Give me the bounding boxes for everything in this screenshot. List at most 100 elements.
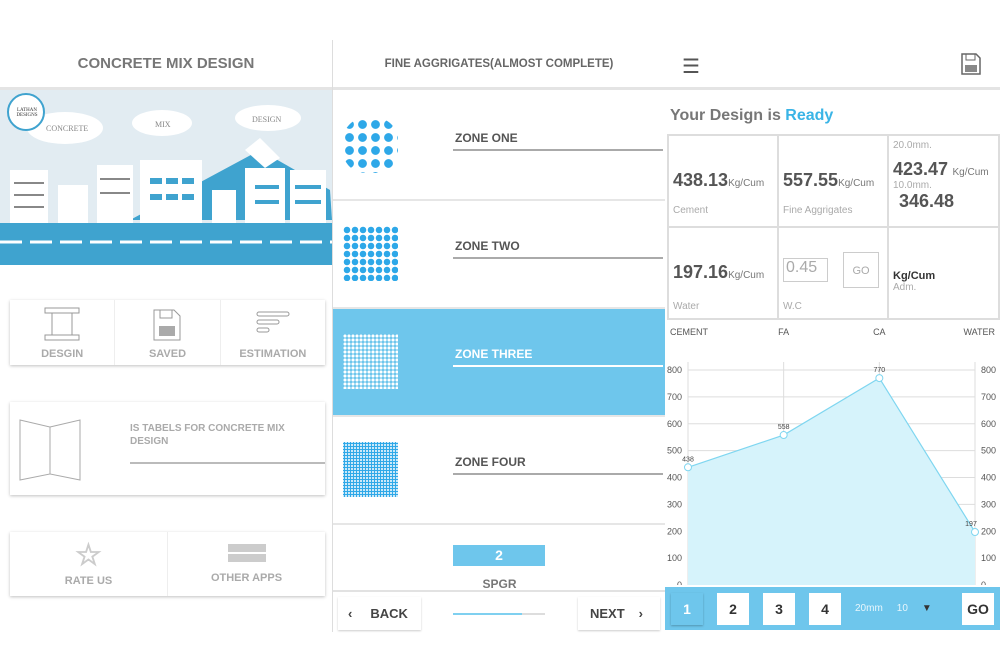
aggregate-icon xyxy=(343,334,398,389)
y-tick-left: 500 xyxy=(667,446,682,456)
design-label: DESGIN xyxy=(41,347,84,360)
y-tick-right: 800 xyxy=(981,365,996,375)
series-line xyxy=(687,377,976,533)
column-icon xyxy=(44,307,80,340)
y-tick-left: 300 xyxy=(667,499,682,509)
other-apps-label: OTHER APPS xyxy=(210,572,283,584)
result-heading: Your Design is Ready xyxy=(670,107,834,124)
y-tick-right: 100 xyxy=(981,553,996,563)
wc-input[interactable]: 0.45 xyxy=(783,258,828,282)
back-button[interactable]: ‹ BACK xyxy=(338,597,421,630)
next-label: NEXT xyxy=(590,606,625,621)
x-tick-label: FA xyxy=(778,327,789,337)
design-button[interactable]: DESGIN xyxy=(10,300,116,365)
zone-four-item[interactable]: ZONE FOUR xyxy=(333,417,666,525)
zone-two-item[interactable]: ZONE TWO xyxy=(333,201,666,309)
chevron-right-icon: › xyxy=(638,606,644,621)
y-tick-right: 600 xyxy=(981,419,996,429)
y-tick-right: 500 xyxy=(981,446,996,456)
zone-label: ZONE FOUR xyxy=(453,455,663,475)
rate-us-button[interactable]: ☆ RATE US xyxy=(10,532,168,596)
data-label: 438 xyxy=(682,456,694,463)
star-icon: ☆ xyxy=(75,539,102,572)
wc-go-button[interactable]: GO xyxy=(843,252,879,288)
bottom-bar: 1 2 3 4 20mm 10 ▼ GO xyxy=(665,587,1000,630)
y-tick-left: 700 xyxy=(667,392,682,402)
zone-label: ZONE THREE xyxy=(453,347,663,367)
aggregate-icon xyxy=(343,442,398,497)
go-button[interactable]: GO xyxy=(962,592,994,625)
screen-title: FINE AGGRIGATES(ALMOST COMPLETE) xyxy=(333,40,665,90)
zone-label: ZONE TWO xyxy=(453,239,663,259)
x-tick-label: CEMENT xyxy=(670,327,709,337)
bottom-menu: ☆ RATE US OTHER APPS xyxy=(10,532,325,596)
fine-aggregates-screen: FINE AGGRIGATES(ALMOST COMPLETE) ZONE ON… xyxy=(332,40,666,632)
result-screen: ☰ Your Design is Ready 438.13Kg/Cum Cemen… xyxy=(665,40,1000,632)
app-title: CONCRETE MIX DESIGN xyxy=(0,40,332,90)
spgr-label: SPGR xyxy=(482,577,517,591)
y-tick-left: 600 xyxy=(667,419,682,429)
rate-us-label: RATE US xyxy=(64,575,113,587)
wc-cell: 0.45 GO W.C xyxy=(778,227,888,319)
size-label: 20mm xyxy=(855,603,883,614)
book-icon xyxy=(19,419,81,481)
y-tick-left: 400 xyxy=(667,473,682,483)
cement-cell: 438.13Kg/Cum Cement xyxy=(668,135,778,227)
y-tick-right: 300 xyxy=(981,499,996,509)
progress-bar xyxy=(453,613,545,615)
toolbar: ☰ xyxy=(665,40,1000,90)
tab-4[interactable]: 4 xyxy=(809,592,841,625)
y-tick-left: 200 xyxy=(667,526,682,536)
data-label: 770 xyxy=(873,367,885,374)
is-tables-label: IS TABELS FOR CONCRETE MIX DESIGN xyxy=(130,422,325,464)
y-tick-left: 100 xyxy=(667,553,682,563)
design-values-chart: 0 0 100 100 200 200 300 300 400 400 500 500 600 600 70… xyxy=(667,327,996,585)
data-label: 197 xyxy=(965,521,977,528)
admixture-cell: Kg/Cum Adm. xyxy=(888,227,999,319)
is-tables-card[interactable]: IS TABELS FOR CONCRETE MIX DESIGN xyxy=(10,402,325,495)
city-illustration xyxy=(0,93,332,265)
aggregate-icon xyxy=(343,226,398,281)
estimation-button[interactable]: ESTIMATION xyxy=(221,300,325,365)
dropdown-arrow-icon: ▼ xyxy=(921,603,932,614)
banner-word-mix: MIX xyxy=(155,120,171,129)
results-grid: 438.13Kg/Cum Cement 557.55Kg/Cum Fine Aggr… xyxy=(667,134,1000,320)
banner: LATHAN DESIGNS CONCRETE MIX DESIGN xyxy=(0,90,332,265)
x-tick-label: WATER xyxy=(964,327,996,337)
bars-icon xyxy=(256,311,290,332)
main-menu: DESGIN SAVED ESTIMATION xyxy=(10,300,325,365)
data-point xyxy=(971,528,979,537)
water-cell: 197.16Kg/Cum Water xyxy=(668,227,778,319)
y-tick-right: 400 xyxy=(981,473,996,483)
ca-cell: 20.0mm. 423.47 Kg/Cum 10.0mm. 346.48 xyxy=(888,135,999,227)
aggregate-icon xyxy=(343,118,398,173)
saved-button[interactable]: SAVED xyxy=(115,300,221,365)
zone-label: ZONE ONE xyxy=(453,131,663,151)
saved-label: SAVED xyxy=(148,347,187,360)
series-area xyxy=(688,378,975,585)
estimation-label: ESTIMATION xyxy=(239,347,307,360)
zone-three-item[interactable]: ZONE THREE xyxy=(333,309,666,417)
data-point xyxy=(684,463,692,472)
save-icon[interactable] xyxy=(960,52,982,76)
fa-cell: 557.55Kg/Cum Fine Aggrigates xyxy=(778,135,888,227)
data-point xyxy=(779,431,788,440)
next-button[interactable]: NEXT › xyxy=(578,597,660,630)
apps-icon xyxy=(227,544,266,562)
tab-2[interactable]: 2 xyxy=(717,592,749,625)
spgr-input[interactable]: 2 xyxy=(453,545,545,566)
y-tick-right: 0 xyxy=(981,580,986,585)
tab-3[interactable]: 3 xyxy=(763,592,795,625)
hamburger-menu-icon[interactable]: ☰ xyxy=(682,56,700,78)
zone-one-item[interactable]: ZONE ONE xyxy=(333,93,666,201)
y-tick-right: 200 xyxy=(981,526,996,536)
home-screen: CONCRETE MIX DESIGN LATHAN DESIGNS CONCR… xyxy=(0,40,332,632)
y-tick-right: 700 xyxy=(981,392,996,402)
banner-word-concrete: CONCRETE xyxy=(46,124,89,133)
tab-1[interactable]: 1 xyxy=(671,592,703,625)
other-apps-button[interactable]: OTHER APPS xyxy=(168,532,325,596)
data-label: 558 xyxy=(778,424,790,431)
size-select[interactable]: 10 ▼ xyxy=(896,603,932,614)
x-tick-label: CA xyxy=(873,327,886,337)
y-tick-left: 800 xyxy=(667,365,682,375)
